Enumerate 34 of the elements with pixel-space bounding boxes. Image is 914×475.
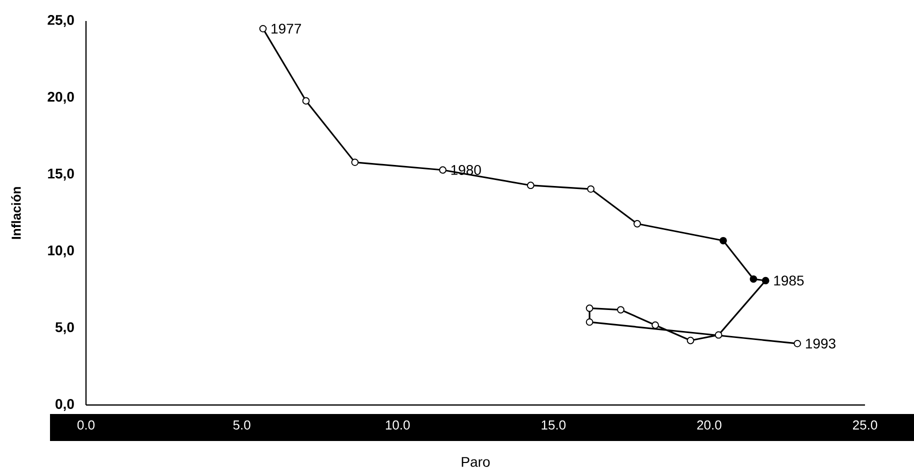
point bbox=[634, 220, 641, 228]
y-tick-label: 25,0 bbox=[48, 15, 74, 27]
point bbox=[750, 275, 758, 283]
point bbox=[587, 185, 594, 193]
point bbox=[586, 318, 594, 326]
point bbox=[586, 304, 594, 312]
point bbox=[652, 321, 659, 329]
x-tick-label: 5.0 bbox=[233, 420, 250, 430]
x-tick-label: 0.0 bbox=[77, 420, 95, 430]
point bbox=[762, 276, 770, 284]
point bbox=[720, 236, 727, 244]
point bbox=[302, 97, 310, 105]
x-tick-label: 25.0 bbox=[853, 420, 878, 430]
point bbox=[439, 166, 446, 174]
annotation: 1993 bbox=[806, 338, 836, 349]
x-tick-label: 20.0 bbox=[697, 420, 722, 430]
x-axis-title: Paro bbox=[462, 457, 490, 467]
y-tick-label: 10,0 bbox=[48, 245, 74, 258]
y-tick-label: 5,0 bbox=[55, 322, 74, 334]
point bbox=[794, 340, 802, 348]
x-tick-label: 10.0 bbox=[386, 420, 410, 430]
x-tick-label: 15.0 bbox=[542, 420, 566, 430]
point bbox=[259, 24, 267, 32]
y-tick-label: 15,0 bbox=[48, 168, 74, 181]
point bbox=[351, 158, 359, 166]
point bbox=[686, 336, 694, 344]
point bbox=[617, 306, 624, 314]
annotation: 1985 bbox=[774, 276, 804, 286]
y-tick-label: 0,0 bbox=[56, 399, 74, 411]
point bbox=[526, 182, 534, 190]
y-axis-title: Inflación bbox=[11, 187, 21, 239]
point bbox=[714, 331, 722, 339]
annotation: 1977 bbox=[272, 24, 301, 34]
y-tick-label: 20,0 bbox=[48, 92, 74, 104]
